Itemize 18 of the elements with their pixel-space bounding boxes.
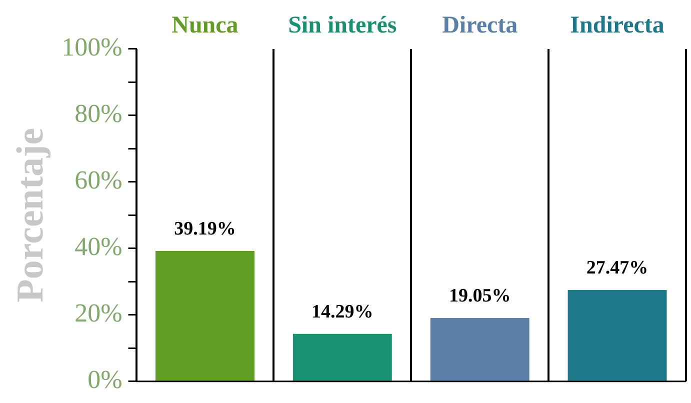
bar <box>568 290 667 381</box>
data-label: 27.47% <box>586 257 648 278</box>
y-tick-label: 20% <box>74 298 122 328</box>
y-tick-label: 40% <box>74 232 122 262</box>
x-tick-label: Directa <box>442 12 518 39</box>
y-tick-label: 60% <box>74 166 122 195</box>
data-label: 14.29% <box>312 301 374 322</box>
y-tick-label: 100% <box>62 32 122 62</box>
bar <box>292 334 392 381</box>
x-tick-label: Sin interés <box>288 12 397 39</box>
x-tick-label: Nunca <box>172 12 238 39</box>
bar <box>156 251 254 381</box>
data-label: 39.19% <box>174 218 236 240</box>
x-tick-label: Indirecta <box>570 12 664 39</box>
y-tick-label: 0% <box>88 365 122 394</box>
y-tick-label: 80% <box>74 99 122 128</box>
data-label: 19.05% <box>448 285 511 306</box>
bar <box>430 318 530 381</box>
